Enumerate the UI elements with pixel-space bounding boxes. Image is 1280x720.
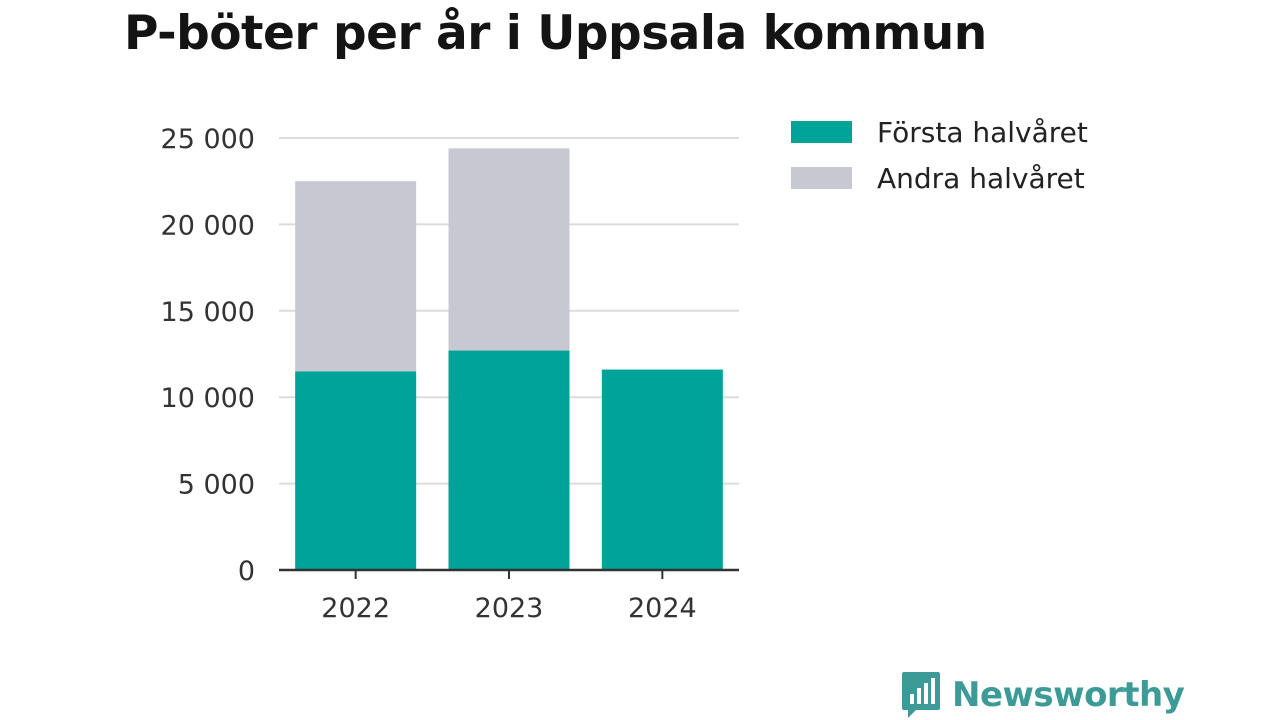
legend-label: Andra halvåret: [877, 162, 1085, 195]
legend-label: Första halvåret: [877, 116, 1088, 149]
y-tick-label: 0: [238, 556, 255, 587]
y-tick-label: 20 000: [161, 210, 255, 241]
legend-swatch: [791, 121, 852, 143]
x-axis: [279, 568, 739, 579]
bars: [295, 148, 723, 570]
bar-2023-second-half: [448, 148, 570, 351]
bar-2024-first-half: [601, 369, 723, 570]
x-axis-tick-labels: 2022 2023 2024: [321, 593, 696, 624]
y-tick-label: 15 000: [161, 297, 255, 328]
x-tick-label: 2023: [475, 593, 544, 624]
bar-chart-speech-bubble-icon: [902, 672, 940, 718]
legend-swatch: [791, 167, 852, 189]
bar-2022-second-half: [295, 181, 417, 372]
bar-2023-first-half: [448, 350, 570, 570]
x-tick-label: 2024: [628, 593, 697, 624]
brand-name: Newsworthy: [952, 675, 1185, 715]
chart-title: P-böter per år i Uppsala kommun: [124, 6, 987, 61]
y-tick-label: 10 000: [161, 383, 255, 414]
newsworthy-logo[interactable]: Newsworthy: [900, 670, 1185, 720]
legend: Första halvåret Andra halvåret: [791, 116, 1088, 195]
x-tick-label: 2022: [321, 593, 390, 624]
y-tick-label: 25 000: [161, 124, 255, 155]
y-tick-label: 5 000: [178, 470, 255, 501]
y-axis-tick-labels: 0 5 000 10 000 15 000 20 000 25 000: [161, 124, 255, 587]
bar-2022-first-half: [295, 371, 417, 570]
